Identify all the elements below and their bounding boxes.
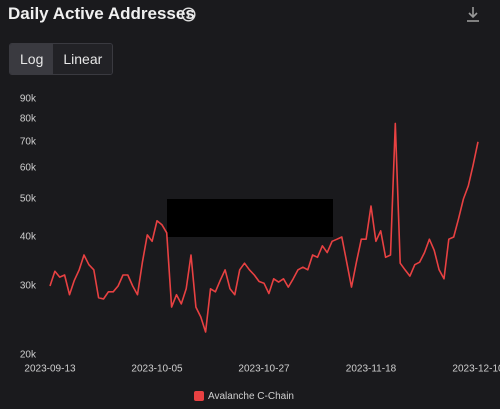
x-tick-label: 2023-10-05 <box>131 364 183 375</box>
legend-label: Avalanche C-Chain <box>208 391 294 402</box>
y-tick-label: 40k <box>20 232 37 243</box>
toggle-option[interactable]: Linear <box>53 44 113 74</box>
x-tick-label: 2023-12-10 <box>452 364 500 375</box>
info-icon[interactable] <box>181 7 196 22</box>
x-tick-label: 2023-09-13 <box>24 364 76 375</box>
y-tick-label: 30k <box>20 281 37 292</box>
legend-item: Avalanche C-Chain <box>194 391 294 402</box>
x-tick-label: 2023-11-18 <box>346 364 397 375</box>
y-tick-label: 60k <box>20 163 37 174</box>
y-tick-label: 70k <box>20 136 37 147</box>
redaction-box <box>167 199 333 237</box>
title: Daily Active Addresses <box>8 4 195 23</box>
download-icon[interactable] <box>466 6 480 24</box>
y-tick-label: 80k <box>20 114 37 125</box>
toggle-option[interactable]: Log <box>10 44 54 74</box>
y-tick-label: 50k <box>20 194 37 205</box>
legend-swatch <box>194 391 204 401</box>
y-tick-label: 20k <box>20 350 37 361</box>
y-tick-label: 90k <box>20 94 37 105</box>
x-tick-label: 2023-10-27 <box>238 364 290 375</box>
scale-toggle: Log Linear <box>9 43 114 75</box>
line <box>49 122 479 333</box>
